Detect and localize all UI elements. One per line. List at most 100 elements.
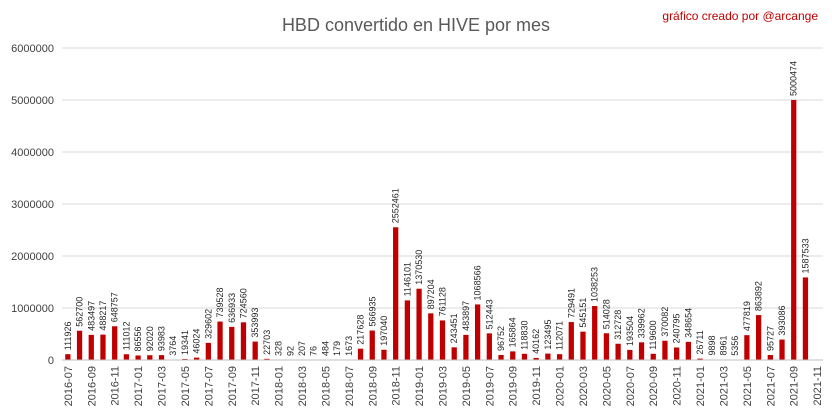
bar	[556, 354, 563, 360]
value-label: 370082	[660, 307, 670, 337]
value-label: 1068566	[473, 265, 483, 300]
x-tick-label: 2017-11	[250, 366, 262, 406]
bar	[779, 339, 785, 360]
value-label: 92020	[145, 326, 155, 351]
value-label: 514028	[601, 299, 611, 329]
value-label: 112071	[555, 321, 565, 350]
bar	[76, 330, 83, 360]
bars	[65, 99, 809, 361]
bar	[533, 357, 539, 360]
y-tick-label: 4000000	[11, 147, 54, 159]
value-label: 26711	[695, 330, 705, 354]
x-tick-label: 2017-09	[227, 366, 239, 406]
x-tick-label: 2018-05	[320, 366, 332, 406]
x-axis-ticks: 2016-07 2016-09 2016-11 2017-01 2017-03 2017-…	[63, 366, 824, 406]
bar	[474, 304, 481, 360]
value-label: 76	[309, 346, 319, 356]
x-tick-label: 2020-05	[601, 366, 613, 406]
bar	[147, 355, 153, 360]
x-tick-label: 2018-09	[367, 366, 379, 406]
bar	[217, 321, 223, 360]
x-tick-label: 2017-05	[180, 366, 192, 406]
bar	[767, 355, 773, 360]
bar	[88, 334, 94, 360]
credit-annotation: gráfico creado por @arcange	[662, 9, 818, 23]
x-tick-label: 2019-09	[508, 366, 520, 406]
x-tick-label: 2021-11	[812, 366, 824, 406]
bar	[685, 341, 691, 360]
value-label: 5356	[730, 336, 740, 356]
bar	[135, 355, 141, 360]
bar	[580, 331, 586, 360]
value-label: 3764	[168, 336, 178, 356]
bar	[615, 343, 621, 360]
bar	[65, 354, 71, 360]
x-tick-label: 2021-07	[765, 366, 777, 406]
bar	[100, 334, 106, 360]
bar	[381, 349, 387, 360]
value-label: 897204	[426, 279, 436, 309]
value-label: 393086	[777, 306, 787, 336]
grid-lines	[62, 47, 823, 309]
y-tick-label: 1000000	[11, 303, 54, 315]
value-label: 92	[285, 346, 295, 356]
chart-title: HBD convertido en HIVE por mes	[282, 15, 550, 35]
bar	[603, 333, 610, 360]
bar	[123, 354, 130, 360]
value-label: 9898	[707, 335, 717, 355]
value-label: 217628	[356, 315, 366, 345]
x-tick-label: 2020-01	[555, 366, 567, 406]
bar	[545, 353, 551, 360]
value-label: 477819	[742, 301, 752, 331]
y-tick-label: 2000000	[11, 251, 54, 263]
value-label: 123495	[543, 320, 553, 350]
value-label: 46024	[192, 329, 202, 354]
bar	[158, 355, 165, 360]
bar	[697, 358, 703, 360]
bar	[229, 326, 235, 360]
value-label: 19341	[180, 330, 190, 355]
value-label: 484	[320, 341, 330, 356]
bar	[662, 340, 668, 360]
value-label: 562700	[75, 297, 85, 327]
bar	[369, 330, 375, 360]
value-label: 339962	[637, 308, 647, 338]
bar	[194, 357, 200, 360]
bar	[182, 358, 188, 360]
x-tick-label: 2017-03	[157, 366, 169, 406]
bar	[451, 347, 457, 360]
x-tick-label: 2018-07	[344, 366, 356, 406]
x-tick-label: 2019-05	[461, 366, 473, 406]
value-label: 512443	[484, 299, 494, 329]
x-tick-label: 2019-03	[438, 366, 450, 406]
bar	[627, 349, 633, 360]
x-tick-label: 2016-11	[110, 366, 122, 406]
bar	[744, 335, 750, 360]
bar	[393, 227, 399, 360]
x-tick-label: 2016-09	[86, 366, 98, 406]
value-label: 636933	[227, 293, 237, 323]
x-tick-label: 2018-03	[297, 366, 309, 406]
x-tick-label: 2020-09	[648, 366, 660, 406]
value-label: 111012	[121, 322, 131, 351]
x-tick-label: 2018-01	[274, 366, 286, 406]
bar	[755, 315, 762, 360]
x-tick-label: 2017-01	[133, 366, 145, 406]
value-label: 648757	[110, 292, 120, 322]
x-tick-label: 2021-01	[695, 366, 707, 406]
bar	[240, 322, 247, 360]
bar	[521, 353, 528, 360]
y-tick-label: 6000000	[11, 43, 54, 55]
value-label: 197040	[379, 316, 389, 346]
value-label: 739528	[215, 287, 225, 317]
value-label: 119600	[648, 320, 658, 349]
bar	[802, 277, 809, 360]
value-label: 545151	[578, 298, 588, 328]
value-label: 312728	[613, 310, 623, 340]
x-tick-label: 2019-07	[484, 366, 496, 406]
bar	[357, 348, 364, 360]
bar	[650, 353, 656, 360]
